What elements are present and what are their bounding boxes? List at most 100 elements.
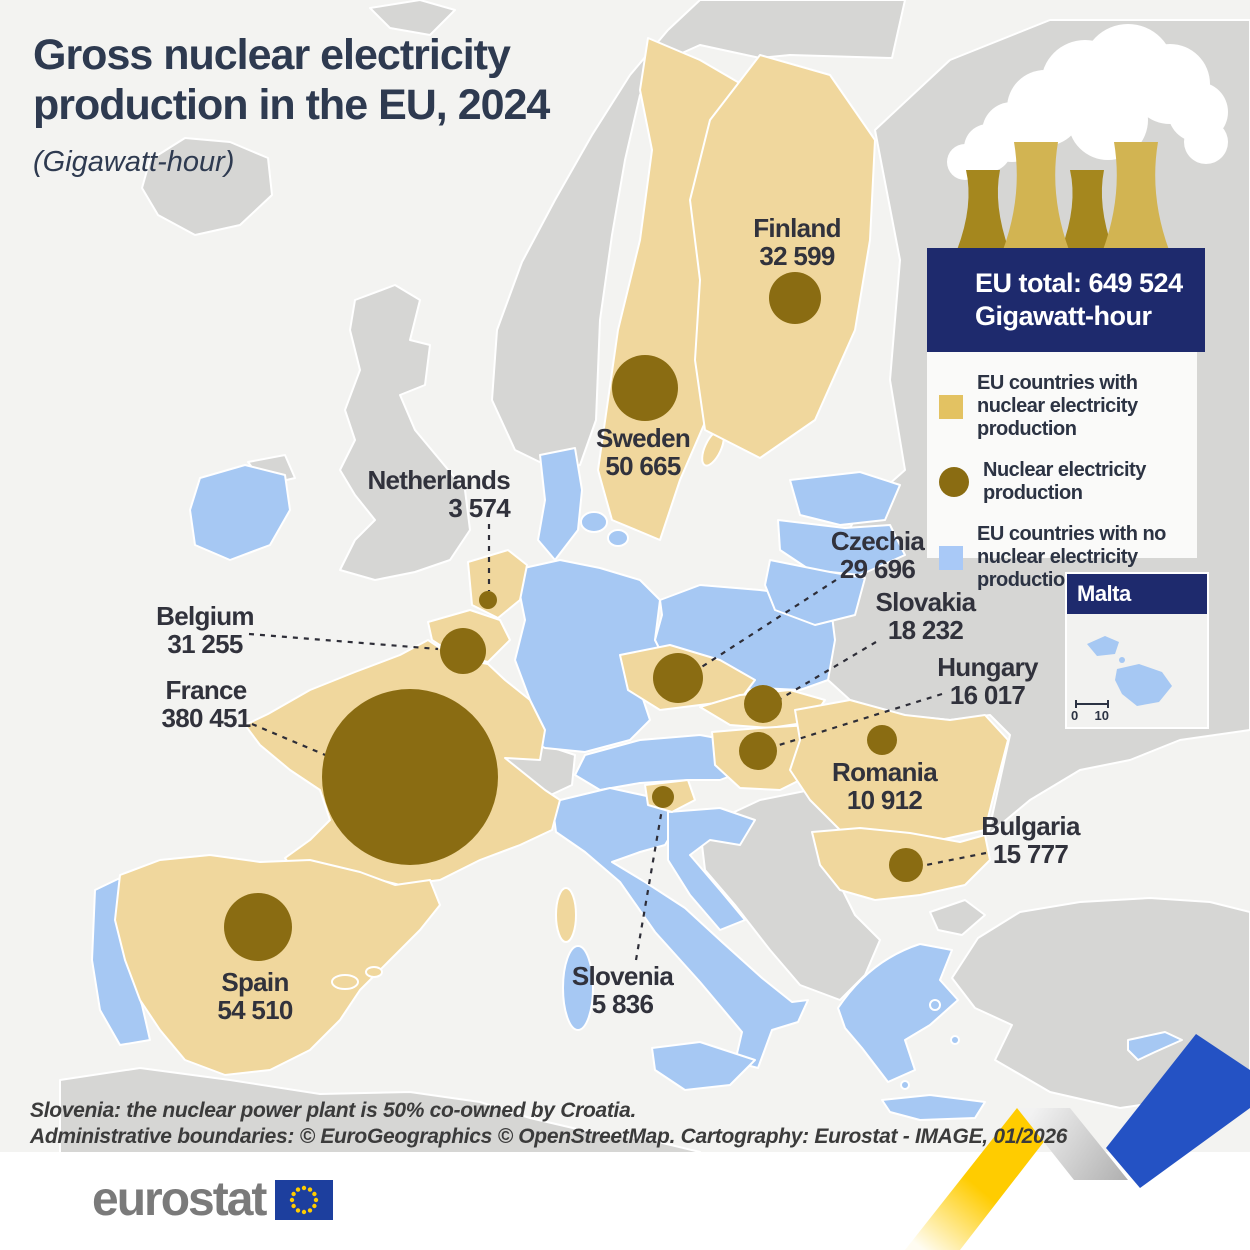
flag-star — [302, 1209, 307, 1214]
leader-line-slovakia — [779, 641, 877, 700]
legend-label: EU countries with nuclear electricity pr… — [977, 372, 1138, 440]
country-label-sweden: Sweden 50 665 — [568, 424, 718, 480]
flag-star — [314, 1197, 319, 1202]
legend-label: EU countries with no nuclear electricity… — [977, 523, 1166, 591]
leader-line-belgium — [248, 632, 439, 651]
page-title: Gross nuclear electricity production in … — [33, 31, 550, 129]
country-iceland — [141, 137, 273, 236]
production-circle-belgium — [440, 628, 486, 674]
flag-star — [291, 1191, 297, 1196]
country-label-hungary: Hungary 16 017 — [910, 653, 1065, 709]
legend-item-production-circle: Nuclear electricity production — [939, 459, 1197, 505]
scale-start-label: 0 — [1071, 708, 1079, 723]
country-value-sweden: 50 665 — [605, 451, 681, 481]
malta-inset-map: 0 10 — [1067, 614, 1207, 727]
country-label-bulgaria: Bulgaria 15 777 — [953, 812, 1108, 868]
country-denmark-islands — [580, 511, 608, 533]
country-estonia — [789, 471, 901, 526]
country-label-czechia: Czechia 29 696 — [800, 527, 955, 583]
production-circle-spain — [224, 893, 292, 961]
country-ireland — [189, 464, 291, 561]
country-name-belgium: Belgium — [156, 601, 254, 631]
footnotes: Slovenia: the nuclear power plant is 50%… — [30, 1098, 1067, 1150]
country-label-romania: Romania 10 912 — [807, 758, 962, 814]
country-romania — [789, 699, 1009, 841]
island-malta — [1115, 664, 1172, 706]
malta-inset: Malta 0 10 — [1065, 572, 1209, 729]
production-circle-bulgaria — [889, 848, 923, 882]
legend-item-nuclear-countries: EU countries with nuclear electricity pr… — [939, 372, 1197, 441]
island-gozo — [1087, 636, 1119, 656]
blue-square-swatch — [939, 545, 963, 570]
country-name-finland: Finland — [753, 213, 841, 243]
country-sicily — [651, 1041, 756, 1091]
island-mallorca — [331, 974, 359, 990]
eurostat-logo: eurostat — [92, 1172, 334, 1227]
legend-item-no-nuclear-countries: EU countries with no nuclear electricity… — [939, 523, 1197, 592]
country-value-hungary: 16 017 — [949, 680, 1026, 710]
island-corsica — [555, 887, 577, 943]
eurostat-logo-text: eurostat — [92, 1173, 267, 1226]
flag-star — [312, 1191, 317, 1196]
country-svalbard — [369, 0, 456, 36]
leader-line-slovenia — [634, 808, 664, 961]
country-turkey-thrace — [929, 899, 986, 936]
country-name-france: France — [165, 675, 247, 705]
country-label-belgium: Belgium 31 255 — [125, 602, 285, 658]
country-denmark-islands-2 — [607, 529, 629, 547]
eu-total-box: EU total: 649 524 Gigawatt-hour — [927, 248, 1205, 352]
country-name-slovenia: Slovenia — [571, 961, 674, 991]
flag-star — [312, 1203, 317, 1208]
eu-total-line2: Gigawatt-hour — [975, 301, 1152, 331]
scale-end-label: 10 — [1094, 708, 1109, 723]
flag-star — [302, 1185, 307, 1190]
country-value-bulgaria: 15 777 — [992, 839, 1069, 869]
country-latvia — [777, 519, 906, 576]
aegean-island — [929, 999, 941, 1011]
country-label-france: France 380 451 — [126, 676, 286, 732]
production-circle-romania — [867, 725, 897, 755]
malta-islands — [1087, 636, 1172, 706]
cooling-tower-dark-2 — [1061, 170, 1113, 250]
country-sardinia — [562, 945, 594, 1031]
country-name-spain: Spain — [221, 967, 289, 997]
malta-inset-title: Malta — [1067, 574, 1207, 614]
steam-cloud — [947, 24, 1228, 180]
flag-star — [296, 1207, 301, 1213]
footnote-copyright: Administrative boundaries: © EuroGeograp… — [30, 1125, 1068, 1148]
production-circle-sweden — [612, 355, 678, 421]
country-value-slovenia: 5 836 — [591, 989, 654, 1019]
footnote-slovenia: Slovenia: the nuclear power plant is 50%… — [30, 1099, 637, 1122]
flag-star — [308, 1207, 313, 1213]
production-circle-slovakia — [744, 685, 782, 723]
country-greece — [837, 943, 959, 1083]
flag-star — [291, 1203, 297, 1208]
cooling-tower-light-2 — [1103, 142, 1169, 250]
country-value-czechia: 29 696 — [839, 554, 916, 584]
eu-total-line1: EU total: 649 524 — [975, 268, 1183, 298]
country-croatia — [667, 807, 756, 931]
country-name-netherlands: Netherlands — [367, 465, 510, 495]
legend: EU countries with nuclear electricity pr… — [927, 352, 1197, 591]
legend-label: Nuclear electricity production — [983, 459, 1146, 504]
country-germany — [514, 559, 671, 753]
malta-scale-bar: 0 10 — [1071, 700, 1109, 723]
country-value-slovakia: 18 232 — [887, 615, 964, 645]
cooling-tower-light-1 — [1003, 142, 1069, 250]
country-value-france: 380 451 — [161, 703, 251, 733]
flag-star — [296, 1186, 301, 1192]
island-menorca — [365, 966, 383, 978]
aegean-island-2 — [950, 1035, 960, 1045]
leader-line-hungary — [775, 692, 943, 748]
country-name-bulgaria: Bulgaria — [981, 811, 1080, 841]
page-subtitle: (Gigawatt-hour) — [33, 146, 235, 178]
production-circle-france — [322, 689, 498, 865]
country-label-slovenia: Slovenia 5 836 — [545, 962, 700, 1018]
country-name-hungary: Hungary — [937, 652, 1038, 682]
production-circle-slovenia — [652, 786, 674, 808]
country-name-romania: Romania — [832, 757, 938, 787]
aegean-island-3 — [900, 1080, 910, 1090]
country-united-kingdom — [339, 284, 471, 581]
country-value-romania: 10 912 — [846, 785, 923, 815]
production-circle-netherlands — [479, 591, 497, 609]
